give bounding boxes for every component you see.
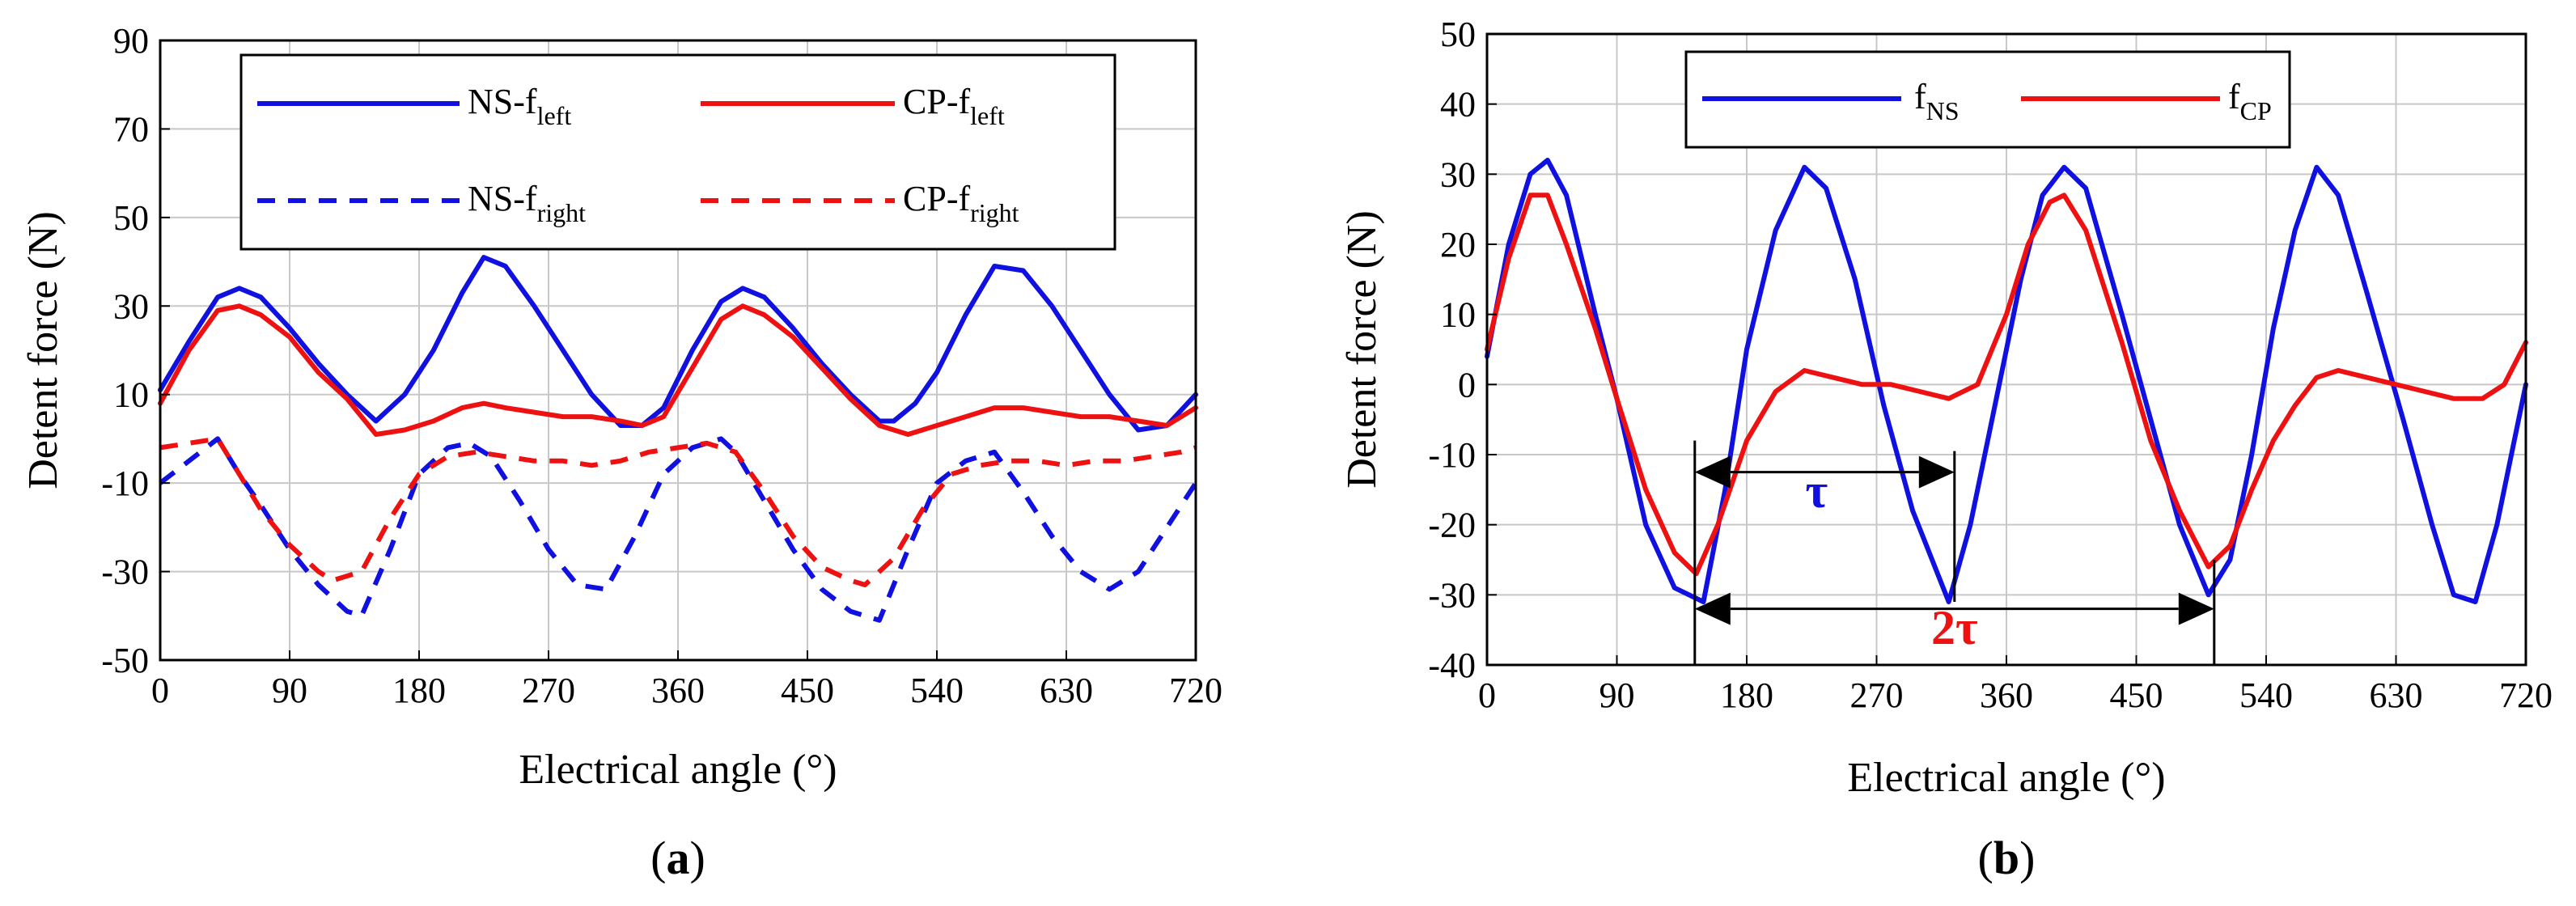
- x-tick-label: 720: [1169, 671, 1222, 710]
- grid-b: [1487, 34, 2526, 665]
- legend-name-fcp: f: [2228, 77, 2240, 116]
- y-tick-label: 30: [113, 286, 149, 326]
- x-tick-label: 180: [392, 671, 446, 710]
- series-line-nsf-left-a: [158, 255, 1198, 433]
- panel-letter-a: a: [667, 832, 690, 884]
- panel-letter-b: b: [1993, 832, 2019, 884]
- x-tick-label: 540: [910, 671, 964, 710]
- annotations-b: τ 2τ: [1693, 440, 2216, 665]
- two-tau-label: 2τ: [1931, 601, 1978, 654]
- legend-label-ns-right: NS-fright: [468, 179, 586, 227]
- two-tau-arrow: [1694, 592, 2214, 625]
- y-tick-label: 90: [113, 21, 149, 61]
- y-tick-label: 20: [1440, 225, 1476, 265]
- legend-a: NS-fleft CP-fleft NS-fright CP-fright: [239, 53, 1116, 251]
- x-tick-label: 720: [2499, 675, 2553, 715]
- legend-name-ns-left: NS-f: [468, 82, 537, 121]
- chart-panel-a: 0 90 180 270 360 450 540 630 720 -50 -30 -10 10 30 50 7…: [20, 21, 1222, 884]
- legend-name-cp-right: CP-f: [903, 179, 970, 218]
- legend-label-cp-right: CP-fright: [903, 179, 1019, 227]
- legend-sub-cp-right: right: [970, 198, 1019, 227]
- legend-b: fNS fCP: [1684, 50, 2291, 149]
- y-axis-label-a: Detent force (N): [20, 211, 66, 489]
- y-tick-label: 70: [113, 109, 149, 149]
- series-group-a: [158, 255, 1198, 623]
- y-tick-label: -50: [101, 641, 149, 680]
- y-tick-label: 30: [1440, 155, 1476, 194]
- x-tick-label: 90: [272, 671, 307, 710]
- legend-box-a: [239, 53, 1116, 251]
- x-tick-label: 90: [1599, 675, 1635, 715]
- y-axis-label-b: Detent force (N): [1339, 210, 1385, 489]
- x-tick-label: 0: [151, 671, 169, 710]
- y-tick-label: -20: [1428, 506, 1476, 545]
- panel-label-a: (a): [650, 832, 705, 884]
- x-axis-label-b: Electrical angle (°): [1847, 755, 2165, 801]
- y-tick-label: 10: [1440, 295, 1476, 335]
- x-tick-label: 360: [651, 671, 705, 710]
- x-tick-label: 0: [1478, 675, 1496, 715]
- y-tick-label: 10: [113, 375, 149, 415]
- x-tick-label: 540: [2239, 675, 2293, 715]
- x-tick-label: 450: [2110, 675, 2163, 715]
- legend-sub-fcp: CP: [2240, 96, 2272, 125]
- y-tick-label: -30: [101, 552, 149, 592]
- x-tick-label: 270: [522, 671, 575, 710]
- legend-sub-cp-left: left: [970, 101, 1005, 130]
- series-line-f-cp-b: [1485, 193, 2528, 577]
- x-tick-label: 360: [1980, 675, 2033, 715]
- series-line-cpf-left-a: [158, 303, 1198, 437]
- y-tick-label: -30: [1428, 575, 1476, 615]
- ticks-b: 0 90 180 270 360 450 540 630 720 -40 -30 -20 -10 0 10 2…: [1428, 15, 2553, 715]
- x-tick-label: 270: [1850, 675, 1904, 715]
- legend-name-ns-right: NS-f: [468, 179, 537, 218]
- legend-label-cp-left: CP-fleft: [903, 82, 1005, 130]
- series-line-nsf-right-a: [159, 436, 1198, 623]
- tau-label: τ: [1805, 464, 1828, 518]
- tau-arrow-head-right: [1918, 455, 1955, 489]
- y-tick-label: 50: [113, 198, 149, 238]
- legend-sub-ns-left: left: [537, 101, 572, 130]
- tau-arrow-head-left: [1694, 455, 1731, 489]
- chart-panel-b: τ 2τ 0 90 180 270 360 450 540 630 720 -40 -30 -20 -10…: [1339, 15, 2553, 884]
- series-line-f-ns-b: [1485, 158, 2528, 604]
- y-tick-label: -40: [1428, 646, 1476, 685]
- legend-name-cp-left: CP-f: [903, 82, 970, 121]
- legend-label-ns-left: NS-fleft: [468, 82, 571, 130]
- legend-sub-ns-right: right: [537, 198, 587, 227]
- legend-label-fns: fNS: [1914, 77, 1960, 125]
- x-tick-label: 630: [1040, 671, 1093, 710]
- x-axis-label-a: Electrical angle (°): [519, 747, 837, 793]
- ticks-a: 0 90 180 270 360 450 540 630 720 -50 -30 -10 10 30 50 7…: [101, 21, 1222, 710]
- panel-label-b: (b): [1978, 832, 2036, 884]
- y-tick-label: 50: [1440, 15, 1476, 54]
- y-tick-label: 40: [1440, 85, 1476, 125]
- two-tau-arrow-head-left: [1694, 592, 1731, 625]
- y-tick-label: -10: [101, 464, 149, 503]
- x-tick-label: 180: [1720, 675, 1773, 715]
- series-group-b: [1485, 158, 2528, 604]
- legend-sub-fns: NS: [1926, 96, 1960, 125]
- y-tick-label: -10: [1428, 435, 1476, 475]
- x-tick-label: 450: [781, 671, 834, 710]
- y-tick-label: 0: [1458, 365, 1476, 404]
- legend-label-fcp: fCP: [2228, 77, 2272, 125]
- two-tau-arrow-head-right: [2178, 592, 2214, 625]
- legend-name-fns: f: [1914, 77, 1926, 116]
- series-line-cpf-right-a: [159, 436, 1197, 587]
- x-tick-label: 630: [2370, 675, 2423, 715]
- tau-arrow: [1694, 455, 1955, 489]
